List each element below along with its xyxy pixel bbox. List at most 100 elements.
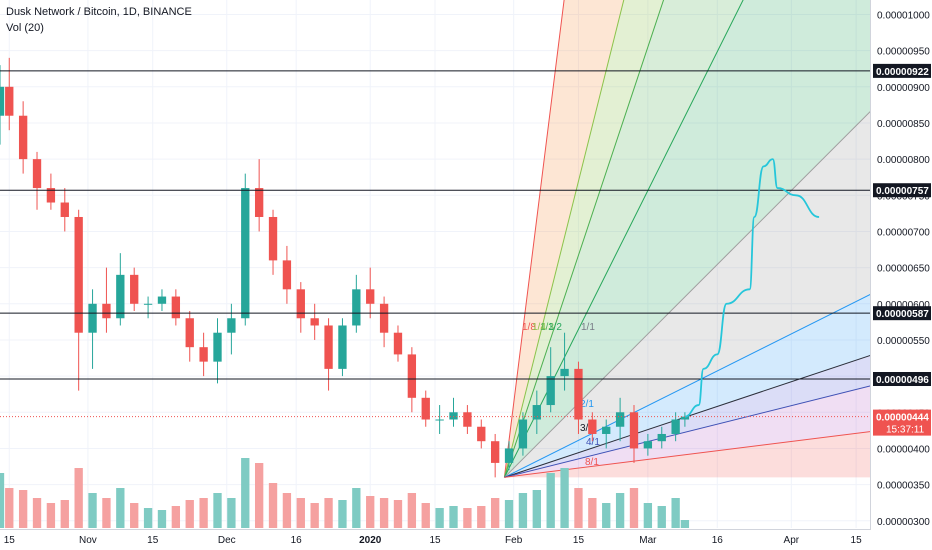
time-tick-label: Nov — [79, 535, 97, 546]
fan-label: 1/2 — [548, 322, 562, 333]
volume-bar — [680, 520, 690, 528]
volume-bar — [199, 498, 208, 528]
candle-body — [18, 115, 28, 160]
price-tick-label: 0.00000350 — [877, 481, 930, 492]
volume-bar — [560, 468, 569, 528]
volume-bar — [657, 506, 666, 528]
volume-bar — [227, 498, 236, 528]
time-tick-label: 15 — [147, 535, 159, 546]
level-price-badge — [873, 183, 931, 198]
fan-line — [503, 0, 744, 478]
volume-bar — [268, 483, 278, 528]
time-tick-label: 15 — [4, 535, 16, 546]
volume-bar — [241, 458, 250, 528]
candle-body — [532, 405, 541, 420]
candle-body — [435, 419, 444, 421]
volume-bar — [574, 488, 583, 528]
candle-body — [421, 397, 430, 420]
volume-bar — [671, 498, 680, 528]
price-tick-label: 0.00000300 — [877, 517, 930, 528]
projection-path[interactable] — [684, 158, 820, 418]
volume-bar — [74, 468, 83, 528]
fan-line — [503, 0, 565, 478]
candle-body — [490, 441, 500, 463]
candlesticks — [0, 57, 690, 478]
candle-body — [463, 412, 472, 427]
fan-label: 1/8 — [522, 322, 536, 333]
volume-bar — [532, 490, 541, 528]
candle-body — [324, 325, 333, 369]
gann-fan[interactable]: 1/81/41/31/2 1/1 2/1 3/1 4/1 8/1 — [503, 0, 932, 478]
volume-bar — [213, 493, 222, 528]
volume-bar — [588, 498, 597, 528]
projection-curve — [684, 158, 820, 418]
volume-bar — [130, 503, 139, 528]
time-tick-label: Apr — [784, 535, 800, 546]
price-tick-label: 0.00000550 — [877, 336, 930, 347]
time-tick-label: 16 — [712, 535, 724, 546]
candle-body — [671, 419, 680, 434]
candle-body — [213, 332, 222, 362]
candle-body — [199, 347, 208, 362]
volume-bar — [102, 498, 111, 528]
fan-line — [504, 263, 932, 478]
level-price-label: 0.00000587 — [876, 309, 929, 320]
level-price-label: 0.00000496 — [876, 375, 929, 386]
candle-body — [629, 412, 639, 449]
price-tick-label: 0.00001000 — [877, 10, 930, 21]
time-axis-background — [0, 530, 871, 550]
volume-indicator-label: Vol (20) — [6, 22, 44, 34]
volume-bar — [546, 473, 555, 528]
candle-body — [0, 86, 5, 116]
candle-body — [366, 289, 375, 304]
time-tick-label: Mar — [639, 535, 657, 546]
candle-body — [602, 426, 611, 434]
candle-body — [643, 441, 653, 449]
candle-body — [130, 274, 139, 304]
time-tick-label: Dec — [218, 535, 236, 546]
horizontal-levels[interactable] — [0, 70, 870, 418]
volume-bar — [366, 496, 375, 528]
candle-body — [157, 296, 167, 304]
fan-label: 1/3 — [540, 322, 554, 333]
candle-body — [241, 188, 250, 319]
volume-bar — [254, 463, 264, 528]
volume-bar — [46, 503, 56, 528]
volume-bar — [282, 493, 292, 528]
volume-bar — [338, 500, 347, 528]
volume-bar — [116, 488, 125, 528]
candle-body — [504, 448, 514, 463]
candle-body — [282, 260, 292, 290]
bar-countdown-label: 15:37:11 — [886, 425, 925, 436]
volume-bar — [407, 493, 417, 528]
candle-body — [657, 433, 666, 442]
fan-zone — [504, 0, 932, 478]
volume-bar — [629, 488, 639, 528]
level-price-label: 0.00000922 — [876, 67, 929, 78]
fan-label: 2/1 — [580, 399, 594, 410]
price-tick-label: 0.00000650 — [877, 264, 930, 275]
volume-bar — [310, 503, 319, 528]
candle-body — [310, 318, 319, 326]
price-tick-label: 0.00000950 — [877, 47, 930, 58]
candle-body — [254, 188, 264, 217]
candle-body — [268, 216, 278, 261]
volume-bar — [615, 493, 625, 528]
volume-bar — [324, 498, 333, 528]
time-tick-label: 15 — [573, 535, 585, 546]
time-axis[interactable]: 15 Nov 15 Dec 16 2020 15 Feb 15 Mar 16 Apr 15 — [0, 530, 871, 550]
candle-body — [574, 368, 583, 420]
candle-body — [102, 303, 111, 319]
price-axis[interactable]: 0.00001000 0.00000950 0.00000900 0.00000850… — [871, 0, 932, 550]
level-price-label: 0.00000757 — [876, 186, 929, 197]
candle-body — [680, 416, 690, 420]
volume-bar — [157, 510, 167, 528]
volume-bar — [0, 473, 5, 528]
volume-bar — [379, 498, 389, 528]
candle-body — [5, 86, 14, 116]
time-tick-label: 16 — [291, 535, 303, 546]
fan-line — [504, 423, 932, 478]
fan-label: 1/1 — [581, 322, 595, 333]
volume-bar — [60, 500, 69, 528]
